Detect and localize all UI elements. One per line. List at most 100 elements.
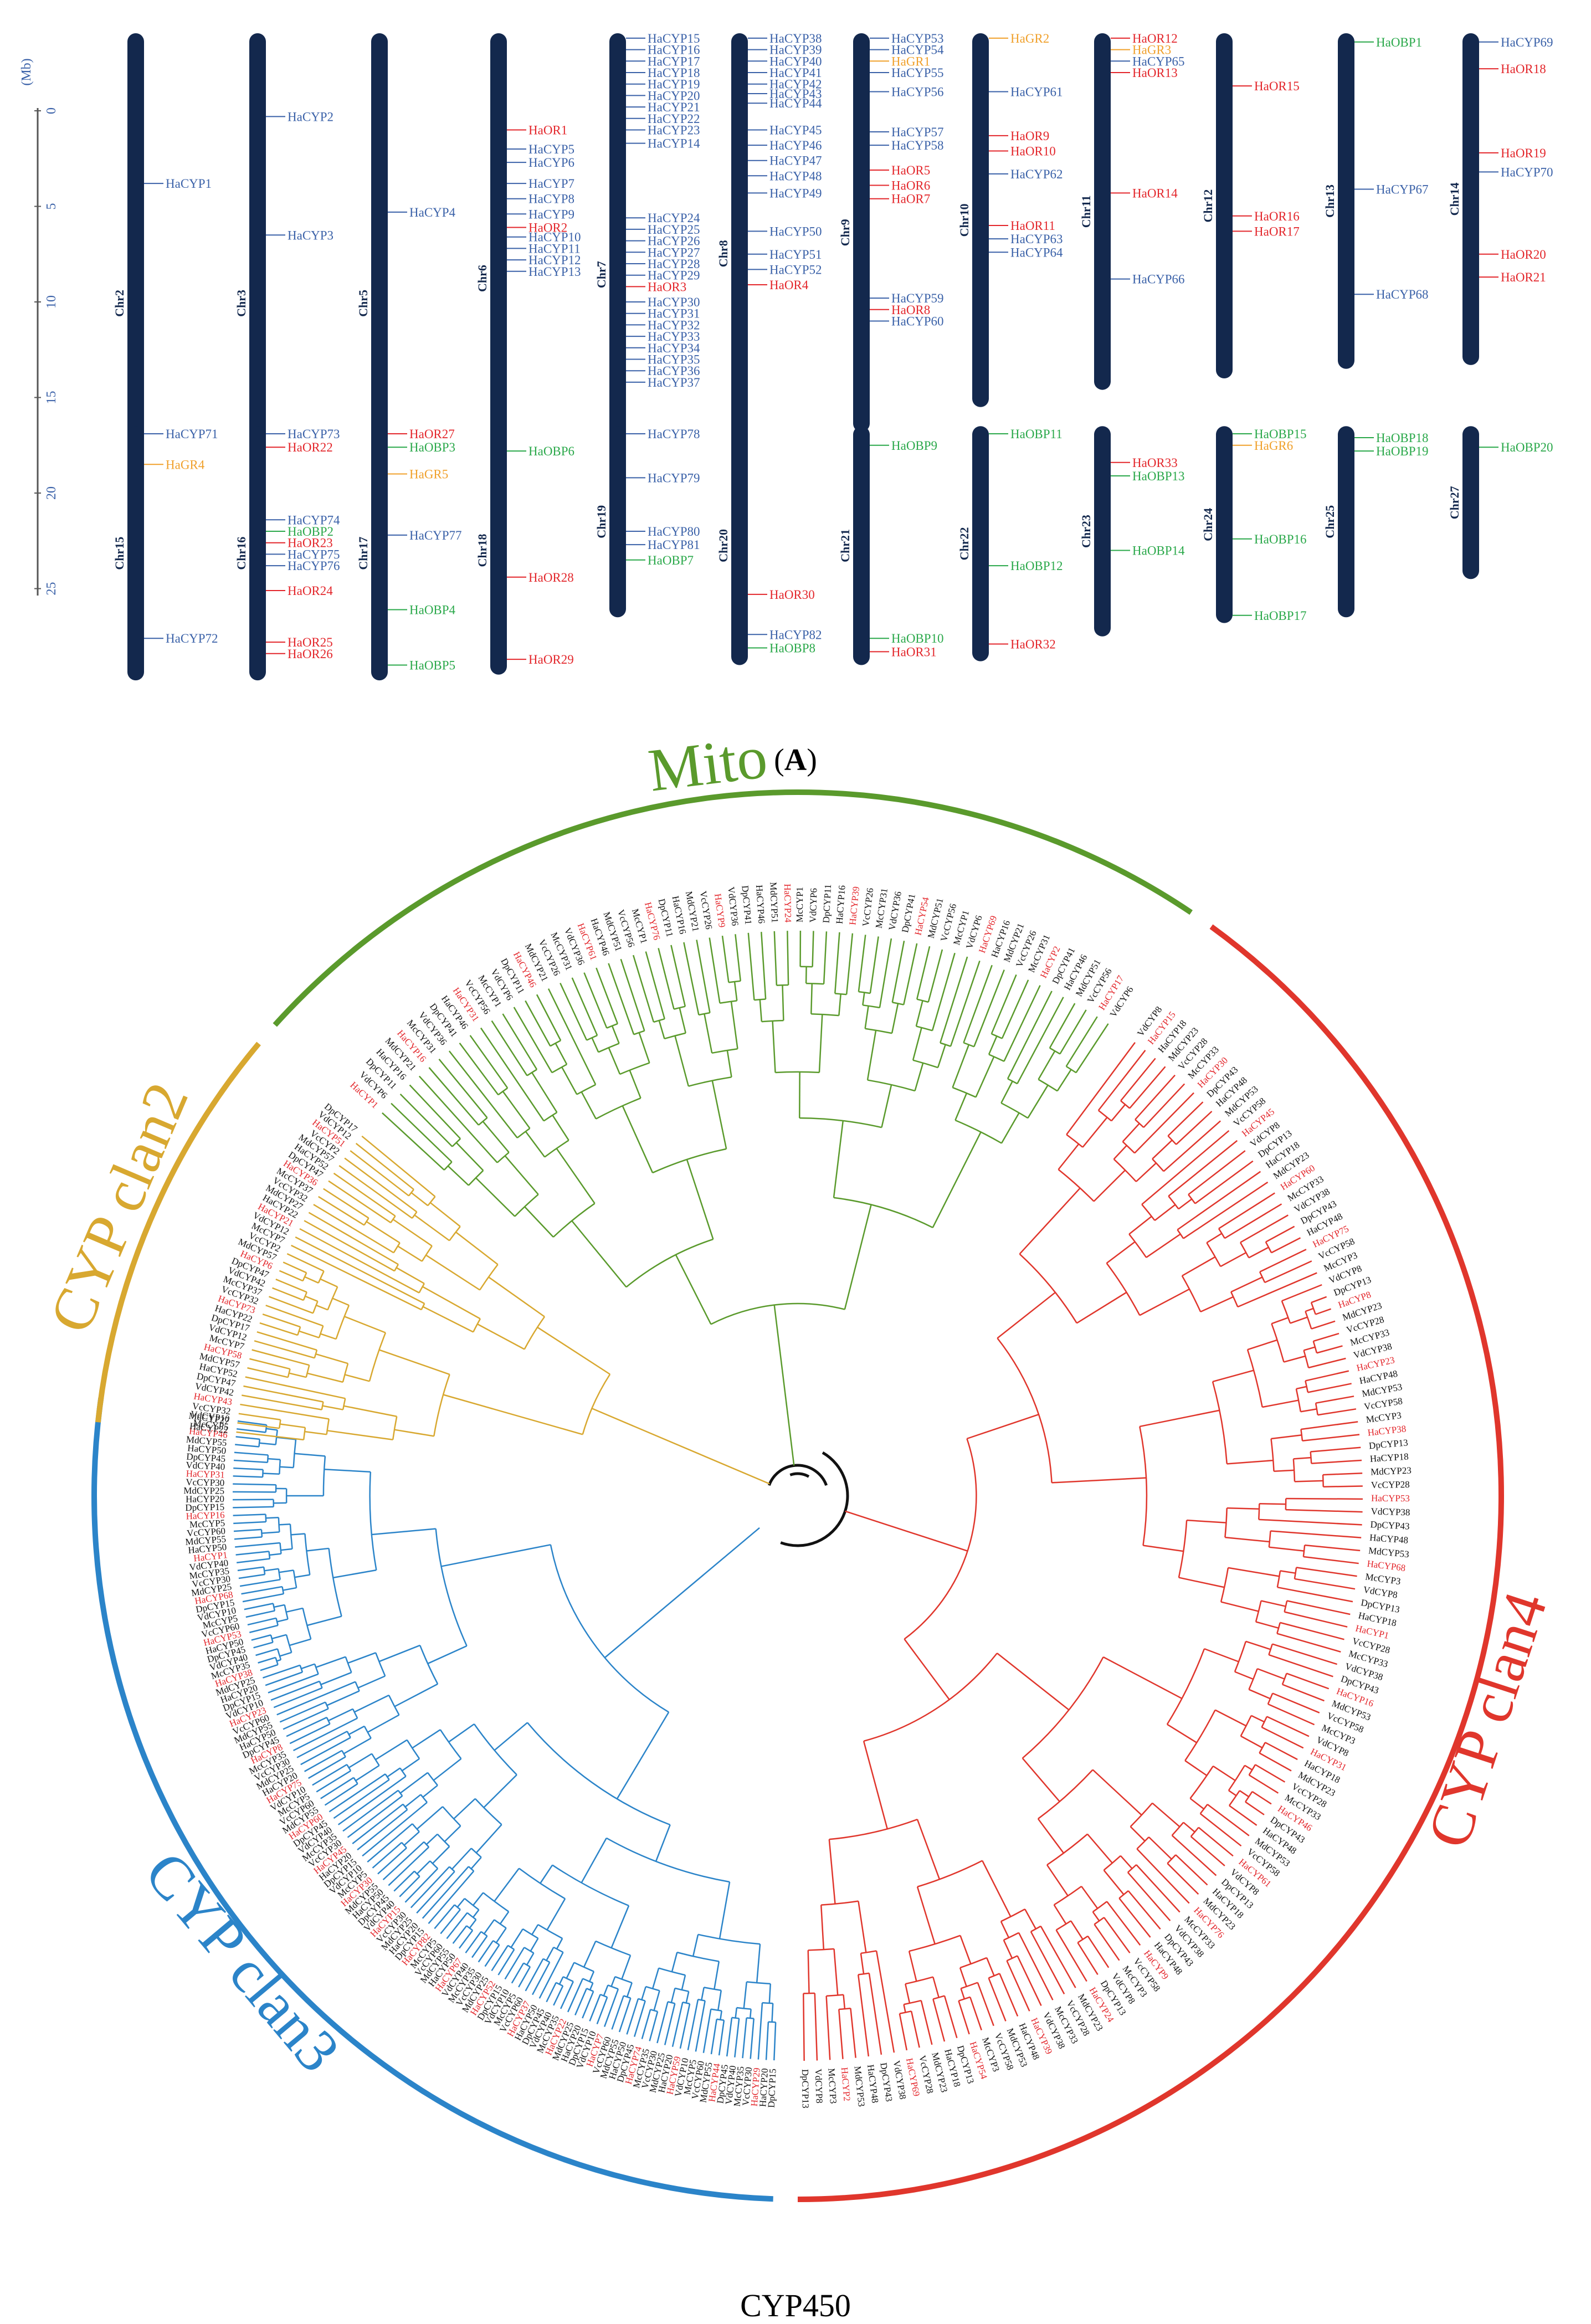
branch [1251,1715,1265,1723]
branch-arc [494,1919,507,1929]
gene-label: HaOBP20 [1501,440,1553,454]
branch-arc [576,1084,596,1095]
leaf-label: MdCYP53 [1368,1545,1409,1559]
chromosome-bar [490,33,507,524]
branch [304,1220,395,1272]
leaf-label: VdCYP8 [813,2069,825,2104]
branch [1305,1370,1349,1382]
branch [761,932,767,999]
branch [1204,1648,1239,1663]
gene-label: HaOR13 [1132,66,1178,80]
branch [470,1856,482,1870]
branch [352,1803,404,1844]
clade-mito: HaCYP1VdCYP6DpCYP11HaCYP16MdCYP21HaCYP16… [273,723,1193,1466]
branch [452,1925,468,1944]
branch [416,1860,431,1875]
branch [1183,1181,1269,1239]
branch [1317,1408,1357,1416]
branch [583,1941,597,1968]
gene-label: HaCYP79 [648,471,700,485]
branch [233,1459,268,1464]
branch-arc [1168,1196,1179,1210]
branch [401,1758,420,1772]
branch [833,1948,839,1995]
branch-arc [835,993,847,996]
branch [1140,1409,1220,1428]
branch [473,1909,480,1918]
branch [963,965,993,1043]
branch [324,1468,371,1473]
branch-arc [263,1567,266,1575]
branch [560,1981,574,2009]
branch-arc [682,2001,690,2005]
branch [475,1824,502,1854]
branch [252,1349,310,1366]
branch-arc [1184,1710,1216,1761]
branch [1276,1633,1341,1653]
branch [1261,1726,1304,1749]
branch-arc [598,1043,620,1053]
branch [279,1651,292,1657]
branch [1094,1923,1120,1961]
branch [735,934,742,981]
branch [295,1236,425,1305]
clade-label: Mito [645,723,771,804]
branch-arc [276,1649,282,1660]
branch-arc [285,1634,292,1653]
branch [361,1135,436,1197]
gene-label: HaCYP77 [409,529,462,542]
branch [1189,1798,1204,1810]
branch [866,1030,877,1080]
gene-label: HaOBP15 [1254,427,1307,441]
branch [537,1326,610,1375]
branch [916,1819,941,1880]
branch [399,1772,428,1794]
branch [265,1671,303,1686]
branch [632,955,655,1023]
chromosome-bar [371,426,388,681]
chromosome-label: Chr15 [112,537,126,570]
gene-label: HaCYP6 [528,156,574,170]
branch [289,1372,307,1378]
branch [1255,1621,1279,1629]
branch [603,1988,619,2027]
gene-label: HaCYP69 [1501,35,1553,49]
branch [567,1978,584,2013]
leaf-label: DpCYP15 [766,2069,778,2108]
branch [1194,1160,1254,1204]
branch [1077,1942,1099,1975]
branch-arc [473,1723,517,1776]
branch [502,1013,538,1070]
branch [1171,1835,1217,1876]
branch-arc [353,1777,358,1784]
branch [1284,1355,1306,1363]
branch-arc [1022,1656,1104,1759]
branch-arc [1054,1885,1082,1906]
branch-arc [1103,1855,1121,1871]
branch [1244,1764,1253,1771]
branch [1271,1317,1289,1325]
branch-arc [474,1798,502,1825]
branch [649,2011,659,2041]
branch [838,994,841,1016]
branch [348,1753,372,1768]
branch [1249,1689,1271,1700]
gene-label: HaCYP46 [769,138,822,152]
branch [952,1044,970,1088]
branch [247,1367,289,1378]
branch-arc [1270,1438,1275,1471]
branch [355,1764,380,1782]
branch [910,2011,920,2048]
branch-arc [1218,1228,1225,1239]
gene-label: HaCYP72 [166,632,218,645]
branch [536,994,562,1041]
branch [750,2018,755,2059]
leaf-label: VcCYP26 [860,887,875,927]
branch [455,1232,499,1265]
gene-label: HaCYP60 [891,315,944,329]
branch [244,1603,274,1610]
branch-arc [363,1217,369,1226]
branch [274,1604,285,1608]
